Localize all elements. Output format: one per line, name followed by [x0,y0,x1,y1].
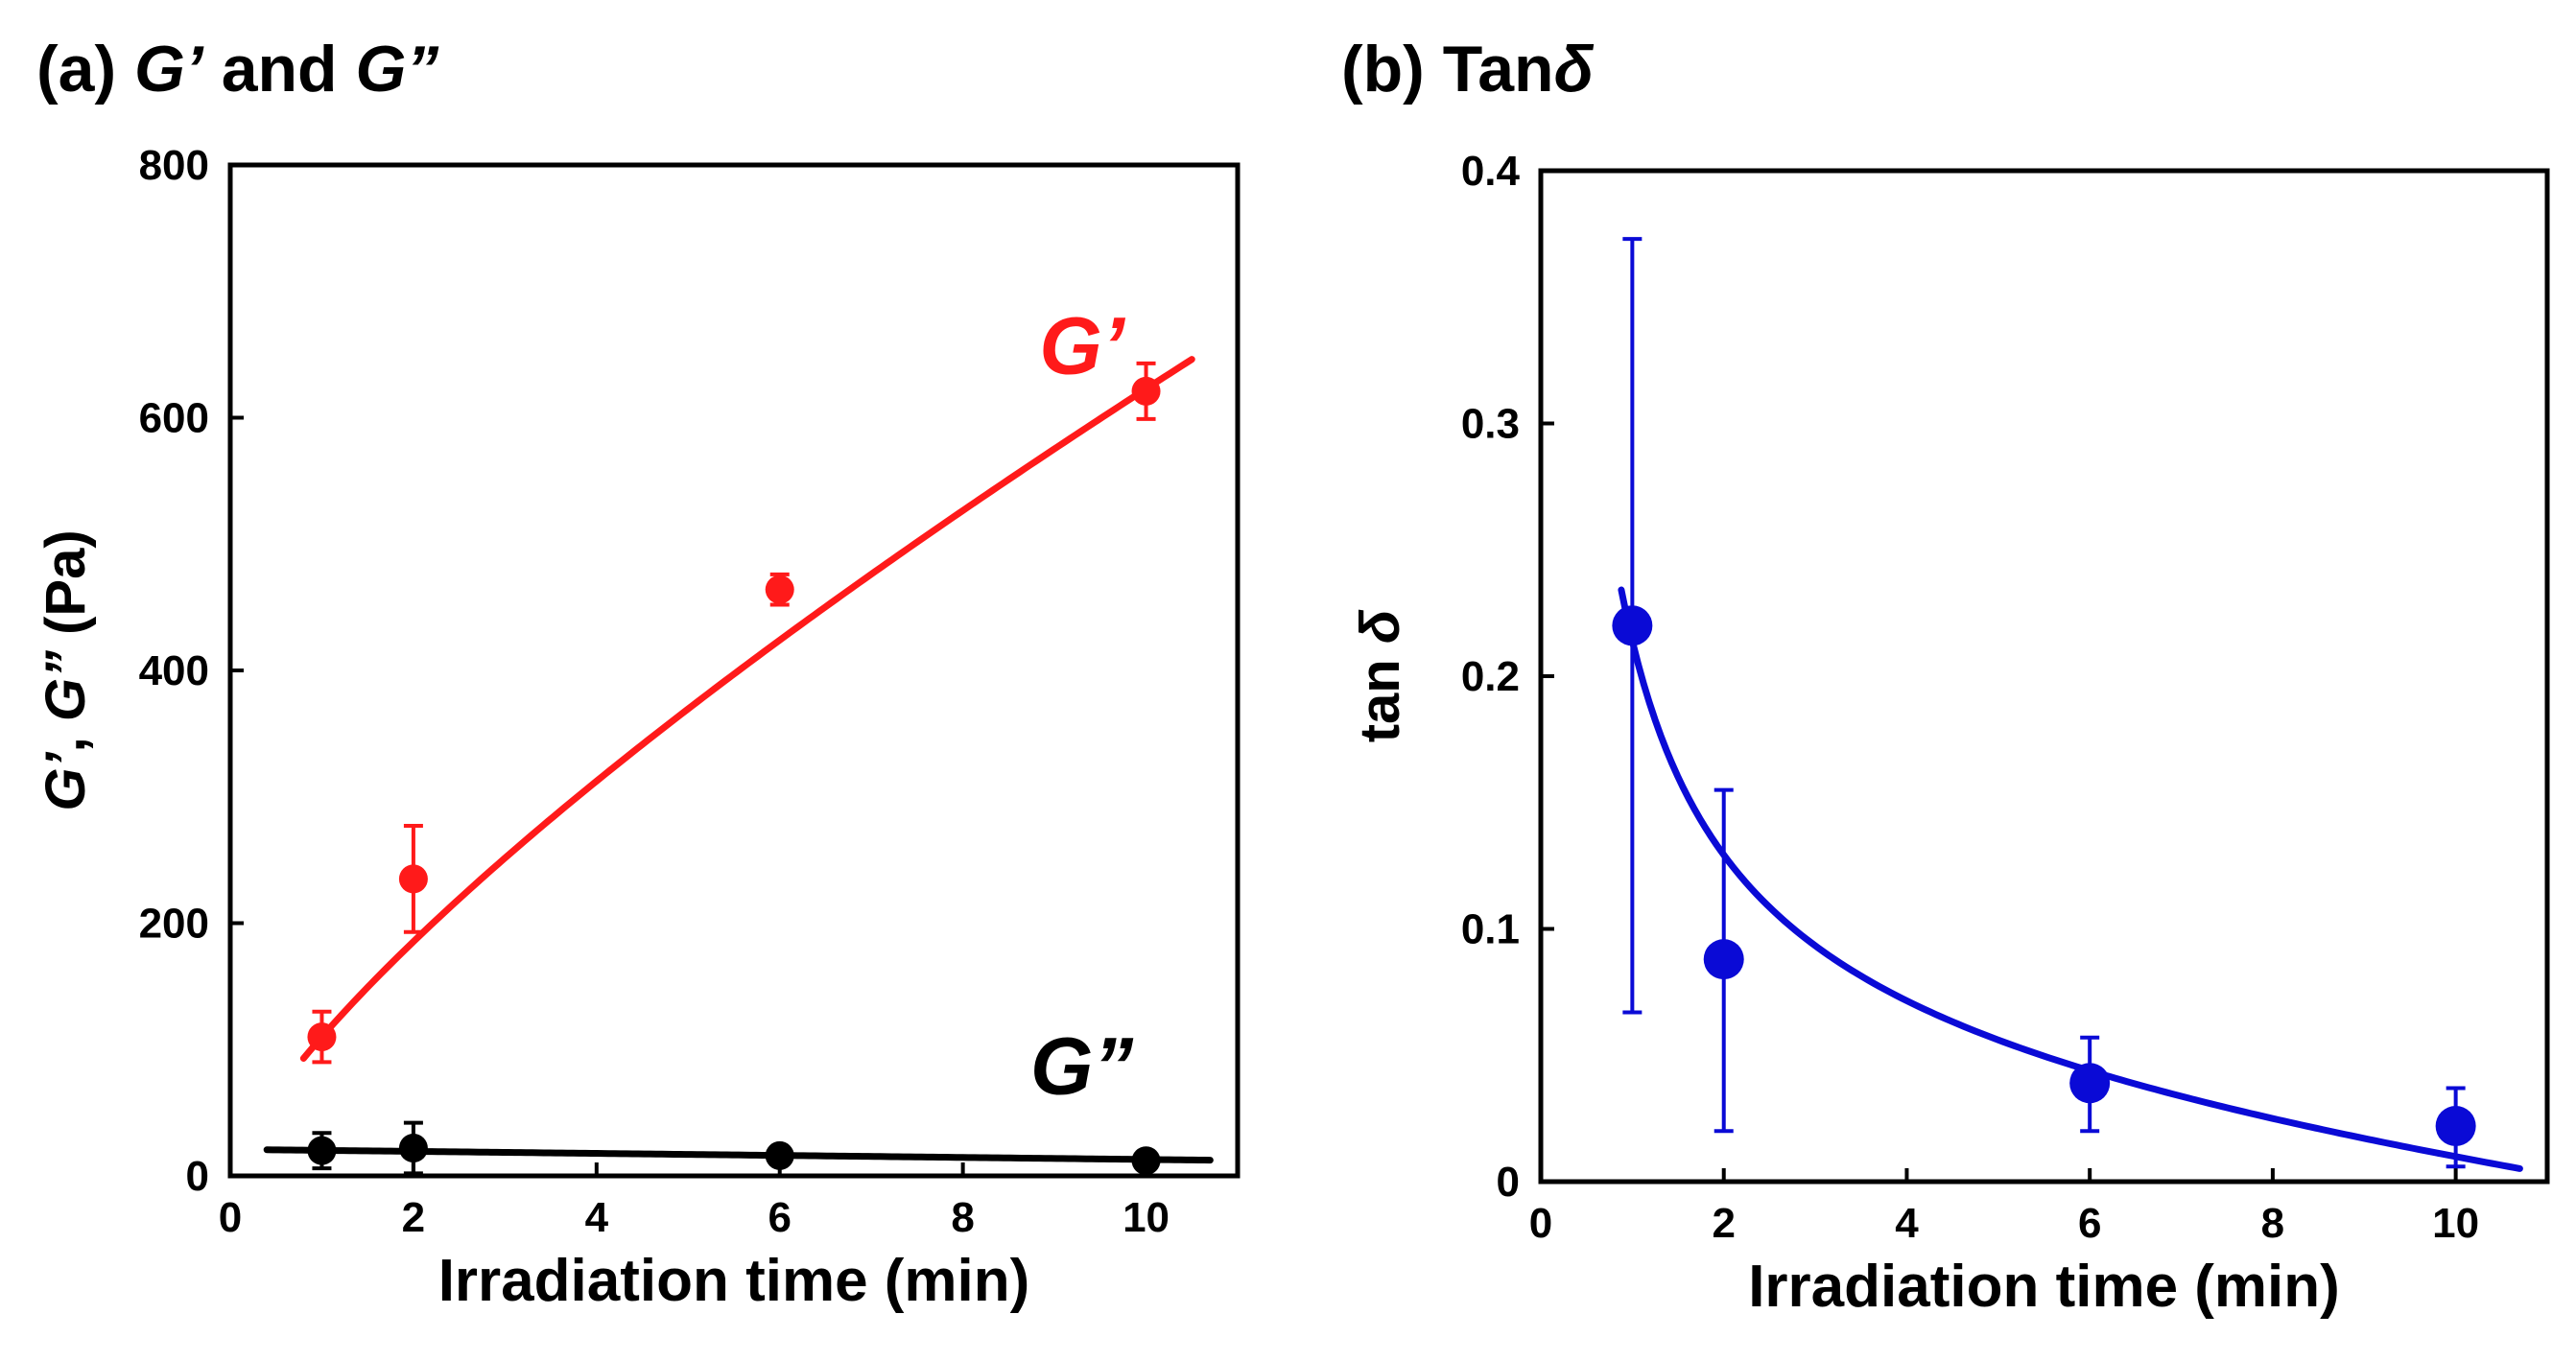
panel-a-x-tick-label: 8 [951,1194,974,1241]
panel-a-x-tick-label: 6 [768,1194,791,1241]
panel-a-series-0-point [307,1022,337,1052]
panel-b-x-tick-label: 0 [1529,1200,1552,1247]
panel-a-x-tick-label: 4 [585,1194,609,1241]
panel-a-y-axis-label-part: G’ [35,752,97,811]
panel-a-series-1-point [307,1136,337,1165]
panel-b-series-0-point [1703,939,1744,980]
panel-b-y-axis-label-part: tan [1349,644,1411,742]
panel-b-y-tick-label: 0.3 [1461,401,1520,448]
panel-b-y-axis-label-part: δ [1349,609,1411,644]
panel-a-title-part: G’ [134,33,204,106]
panel-b-x-tick-label: 10 [2432,1200,2479,1247]
panel-b-series-0-point [2069,1063,2111,1104]
panel-b-y-tick-label: 0 [1497,1159,1520,1206]
panel-b-x-tick-label: 4 [1895,1200,1919,1247]
panel-b-title-part: δ [1554,33,1595,106]
panel-b-data-layer [1612,237,2523,1172]
panel-a-x-tick-label: 2 [402,1194,425,1241]
panel-a-series-0-point [398,864,428,894]
panel-a-y-tick-label: 0 [186,1153,209,1200]
panel-a-y-tick-label: 800 [139,142,209,189]
panel-b-x-tick-label: 8 [2261,1200,2284,1247]
panel-b-title: (b) Tanδ [1341,33,1595,106]
panel-a-series-1-point [765,1140,794,1170]
panel-a-title-part: G” [355,33,438,106]
panel-b-x-tick-label: 6 [2078,1200,2101,1247]
panel-a-data-layer [263,356,1214,1176]
panel-b-plot-frame [1538,168,2550,1185]
panel-a-title-part: (a) [36,33,134,106]
panel-b-y-tick-label: 0.4 [1461,148,1521,195]
panel-a-series-0-fit-line [299,356,1195,1062]
panel-a-x-axis-label: Irradiation time (min) [438,1248,1030,1314]
panel-a-series-1-label: G” [1030,1021,1133,1111]
panel-a-y-tick-label: 400 [139,647,209,694]
panel-a-y-axis-label-part: (Pa) [35,529,97,650]
panel-a-y-axis-label: G’, G” (Pa) [35,529,97,810]
panel-a-title-part: and [203,33,356,106]
panel-b-series-0-point [1612,605,1653,646]
panel-a-series-1-point [398,1134,428,1163]
panel-a-series-0-point [765,575,794,604]
panel-b-x-axis-label: Irradiation time (min) [1748,1254,2340,1320]
panel-a-y-axis-label-part: , [35,721,97,752]
panel-b-series-0-point [2435,1106,2476,1147]
panel-b-title-part: (b) Tan [1341,33,1554,106]
panel-a-y-axis-label-part: G” [35,650,97,721]
panel-a-x-tick-label: 10 [1123,1194,1170,1241]
panel-b-series-0-fit-line [1618,586,2523,1172]
panel-b-y-tick-label: 0.2 [1461,653,1520,700]
panel-a-series-0-label: G’ [1039,300,1125,390]
panel-a-series-0-point [1131,376,1161,406]
panel-a-y-tick-label: 200 [139,901,209,948]
panel-b-y-tick-label: 0.1 [1461,906,1520,953]
panel-b-x-tick-label: 2 [1712,1200,1735,1247]
panel-a-x-tick-label: 0 [219,1194,242,1241]
panel-a-series-1-point [1131,1146,1161,1176]
panel-b-y-axis-label: tan δ [1349,609,1411,742]
panel-a-title: (a) G’ and G” [36,33,438,106]
panel-a-y-tick-label: 600 [139,395,209,442]
